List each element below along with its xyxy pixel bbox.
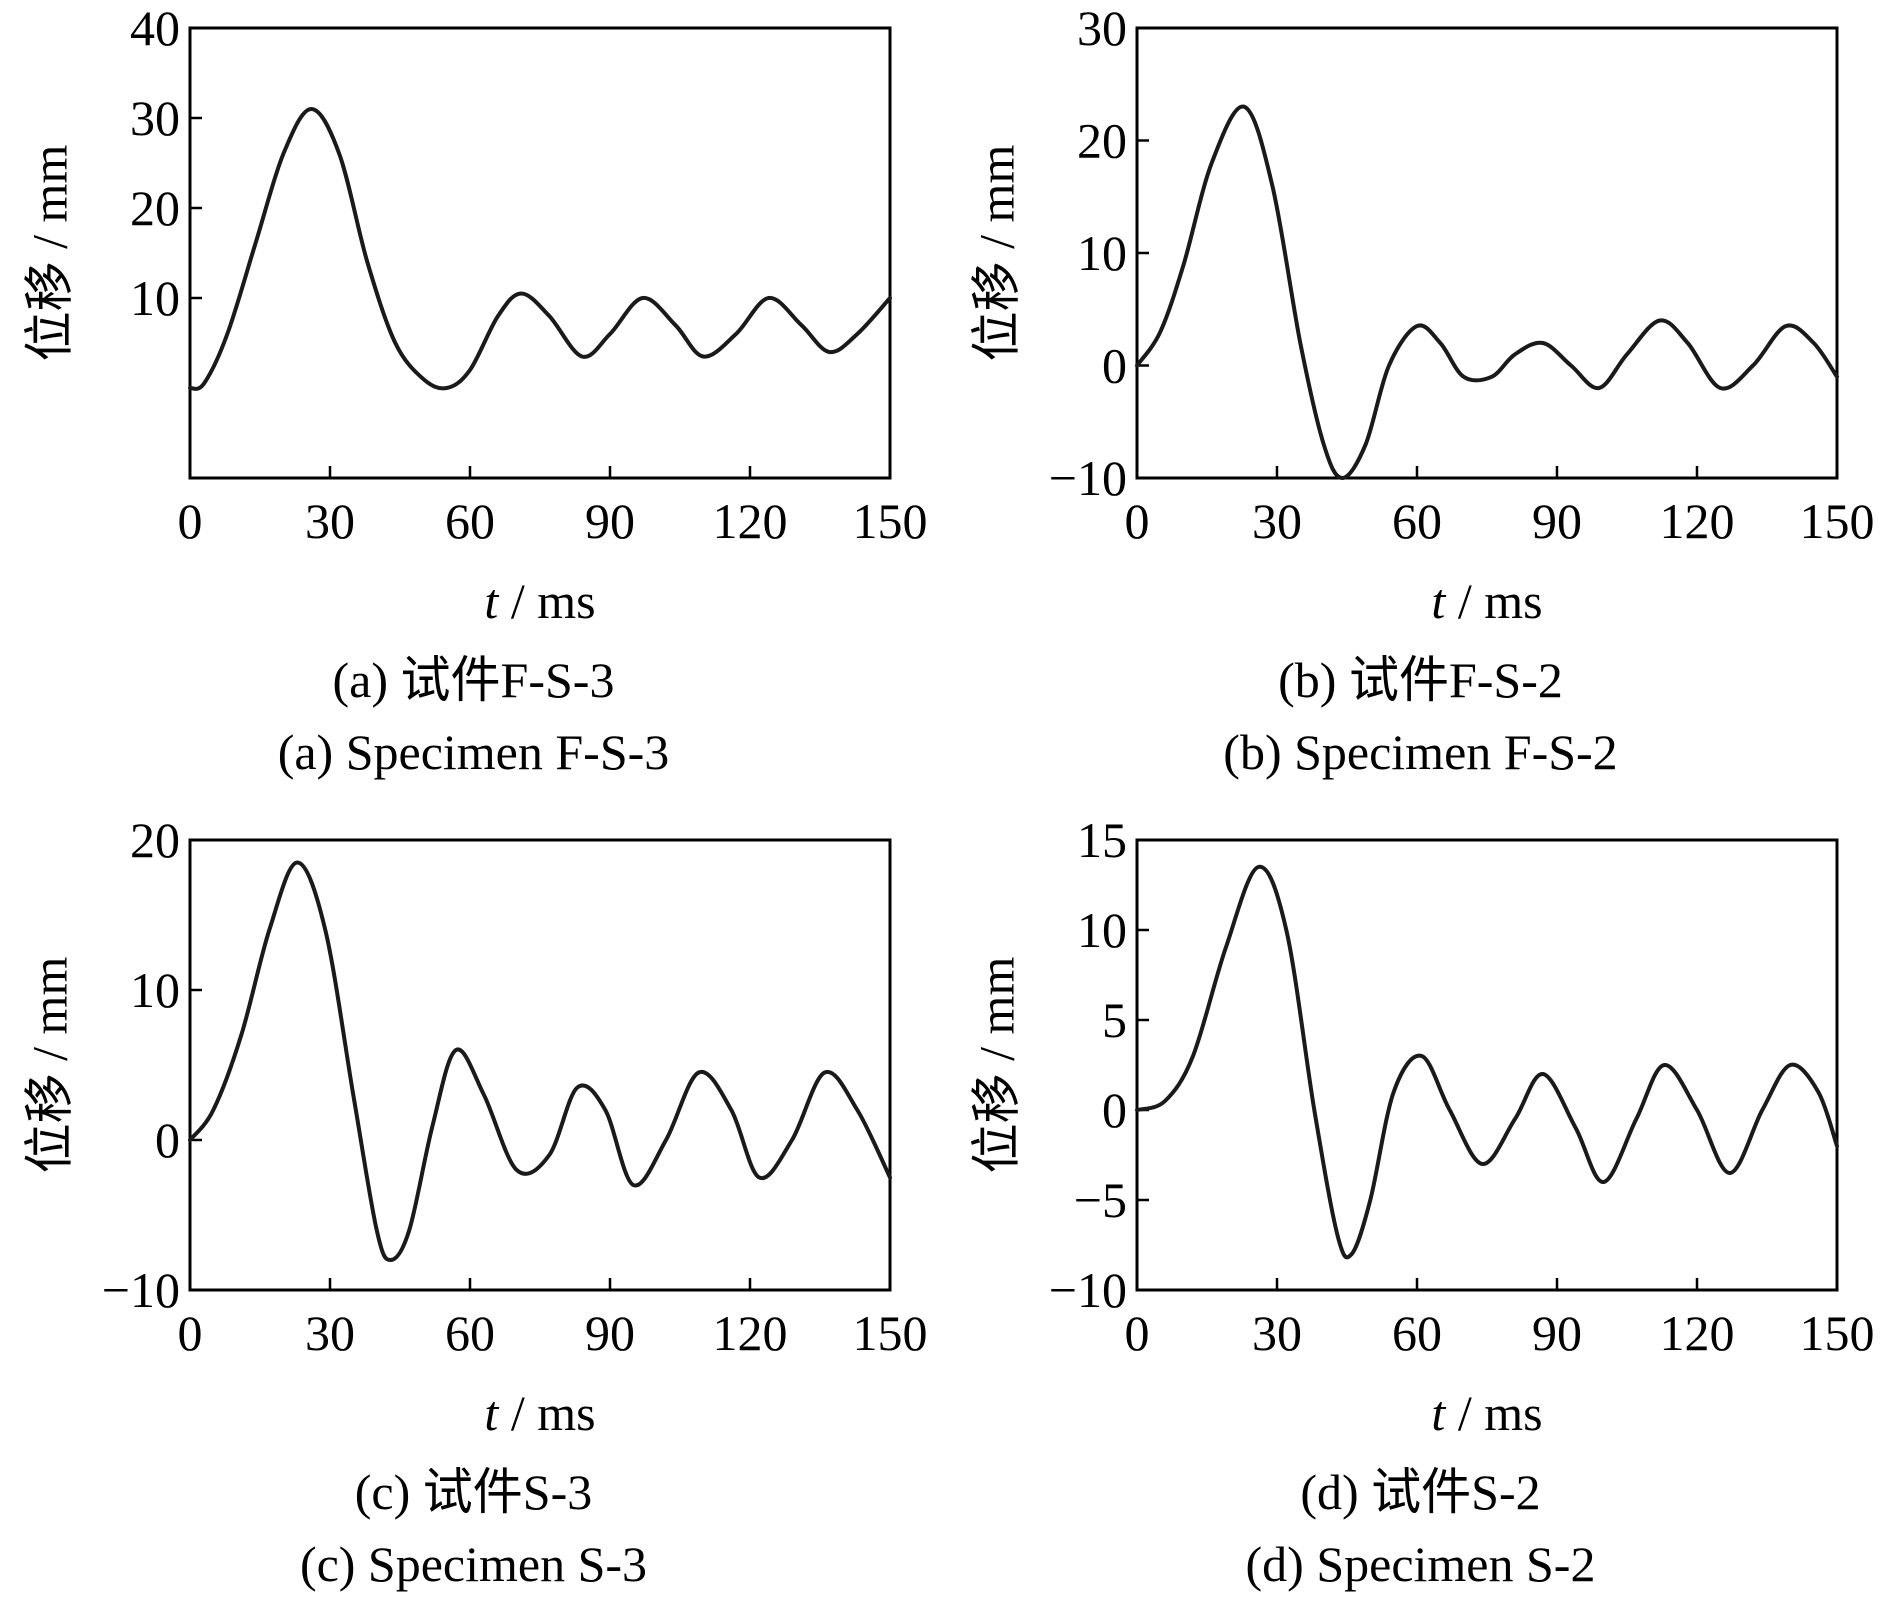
caption-cn: (c) 试件S-3 bbox=[354, 1464, 593, 1520]
x-tick-label: 0 bbox=[178, 1305, 203, 1361]
panel-a: 0 30 60 90 120 150 10 20 30 40 t / ms 位移 / mm (a) 试… bbox=[0, 0, 947, 812]
x-tick-label: 0 bbox=[1125, 493, 1150, 549]
y-tick-label: 0 bbox=[1102, 338, 1127, 394]
x-tick-label: 60 bbox=[1392, 493, 1442, 549]
x-tick-label: 90 bbox=[1532, 493, 1582, 549]
caption-en: (b) Specimen F-S-2 bbox=[1223, 724, 1618, 780]
x-tick-label: 90 bbox=[585, 493, 635, 549]
series-line-S-2 bbox=[1135, 864, 1839, 1260]
plot-frame bbox=[188, 26, 892, 480]
y-tick-label: 0 bbox=[1102, 1082, 1127, 1138]
x-tick-label: 150 bbox=[1800, 1305, 1875, 1361]
caption-cn: (b) 试件F-S-2 bbox=[1278, 652, 1563, 708]
x-axis-title: t / ms bbox=[1431, 1385, 1542, 1441]
y-axis-title: 位移 / mm bbox=[21, 145, 77, 362]
x-tick-label: 150 bbox=[1800, 493, 1875, 549]
x-axis-variable: t bbox=[484, 1385, 499, 1441]
x-tick-label: 120 bbox=[713, 1305, 788, 1361]
panel-c: 0 30 60 90 120 150 −10 0 10 20 t / ms 位移 / mm (c) 试… bbox=[0, 812, 947, 1624]
caption-en: (a) Specimen F-S-3 bbox=[277, 724, 670, 780]
x-axis-variable: t bbox=[1431, 1385, 1446, 1441]
x-tick-label: 150 bbox=[853, 493, 928, 549]
y-axis-title: 位移 / mm bbox=[21, 957, 77, 1174]
y-tick-label: 0 bbox=[155, 1112, 180, 1168]
x-tick-label: 120 bbox=[1660, 493, 1735, 549]
series-line-F-S-2 bbox=[1135, 104, 1839, 480]
x-axis-variable: t bbox=[484, 573, 499, 629]
panel-b: 0 30 60 90 120 150 −10 0 10 20 30 t / ms 位移 / mm (b)… bbox=[947, 0, 1894, 812]
caption-en: (d) Specimen S-2 bbox=[1245, 1536, 1596, 1592]
plot-frame bbox=[1135, 26, 1839, 480]
x-tick-label: 90 bbox=[585, 1305, 635, 1361]
y-tick-label: 40 bbox=[130, 0, 180, 56]
x-axis-unit: / ms bbox=[498, 573, 595, 629]
y-tick-label: −10 bbox=[102, 1262, 180, 1318]
x-axis-unit: / ms bbox=[1445, 573, 1542, 629]
x-tick-label: 0 bbox=[178, 493, 203, 549]
x-tick-label: 60 bbox=[1392, 1305, 1442, 1361]
series-line-S-3 bbox=[188, 860, 892, 1262]
x-axis-unit: / ms bbox=[1445, 1385, 1542, 1441]
x-tick-label: 30 bbox=[305, 1305, 355, 1361]
y-tick-label: 10 bbox=[1077, 225, 1127, 281]
y-axis-title: 位移 / mm bbox=[968, 145, 1024, 362]
x-tick-label: 0 bbox=[1125, 1305, 1150, 1361]
x-axis-title: t / ms bbox=[484, 573, 595, 629]
caption-cn: (a) 试件F-S-3 bbox=[332, 652, 615, 708]
panel-d: 0 30 60 90 120 150 −10 −5 0 5 10 15 t / ms 位移 / mm (d… bbox=[947, 812, 1894, 1624]
x-axis-variable: t bbox=[1431, 573, 1446, 629]
x-tick-label: 30 bbox=[1252, 493, 1302, 549]
x-tick-label: 150 bbox=[853, 1305, 928, 1361]
x-axis-title: t / ms bbox=[1431, 573, 1542, 629]
x-tick-label: 30 bbox=[1252, 1305, 1302, 1361]
y-tick-label: 10 bbox=[130, 270, 180, 326]
y-axis-title: 位移 / mm bbox=[968, 957, 1024, 1174]
x-axis-unit: / ms bbox=[498, 1385, 595, 1441]
y-tick-label: −10 bbox=[1049, 1262, 1127, 1318]
y-tick-label: 5 bbox=[1102, 992, 1127, 1048]
y-tick-label: −10 bbox=[1049, 450, 1127, 506]
caption-cn: (d) 试件S-2 bbox=[1300, 1464, 1541, 1520]
y-tick-label: 20 bbox=[130, 180, 180, 236]
y-tick-label: 20 bbox=[1077, 113, 1127, 169]
y-tick-label: 30 bbox=[130, 90, 180, 146]
y-tick-label: 30 bbox=[1077, 0, 1127, 56]
x-tick-label: 30 bbox=[305, 493, 355, 549]
caption-en: (c) Specimen S-3 bbox=[299, 1536, 648, 1592]
x-tick-label: 60 bbox=[445, 1305, 495, 1361]
chart-svg: 0 30 60 90 120 150 10 20 30 40 t / ms 位移 / mm bbox=[21, 0, 928, 629]
x-tick-label: 60 bbox=[445, 493, 495, 549]
y-tick-label: 20 bbox=[130, 812, 180, 868]
x-tick-label: 120 bbox=[713, 493, 788, 549]
y-tick-label: 15 bbox=[1077, 812, 1127, 868]
x-tick-label: 90 bbox=[1532, 1305, 1582, 1361]
plot-frame bbox=[1135, 838, 1839, 1292]
chart-svg: 0 30 60 90 120 150 −10 −5 0 5 10 15 t / ms 位移 / mm bbox=[968, 812, 1875, 1441]
series-line-F-S-3 bbox=[188, 107, 892, 391]
x-tick-label: 120 bbox=[1660, 1305, 1735, 1361]
y-tick-label: −5 bbox=[1074, 1172, 1127, 1228]
plot-frame bbox=[188, 838, 892, 1292]
y-tick-label: 10 bbox=[1077, 902, 1127, 958]
x-axis-title: t / ms bbox=[484, 1385, 595, 1441]
y-tick-label: 10 bbox=[130, 962, 180, 1018]
